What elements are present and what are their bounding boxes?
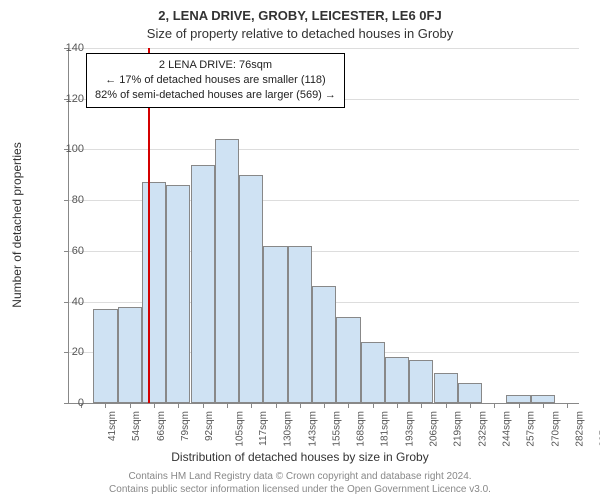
- x-tick-label: 232sqm: [477, 411, 488, 447]
- x-tick-label: 193sqm: [404, 411, 415, 447]
- title-address: 2, LENA DRIVE, GROBY, LEICESTER, LE6 0FJ: [0, 8, 600, 23]
- histogram-bar: [215, 139, 239, 403]
- x-tick: [178, 403, 179, 408]
- x-tick-label: 117sqm: [258, 411, 269, 446]
- y-tick-label: 20: [44, 346, 84, 358]
- x-tick-label: 219sqm: [453, 411, 464, 447]
- histogram-bar: [434, 373, 458, 403]
- annotation-line3: 82% of semi-detached houses are larger (…: [95, 88, 336, 103]
- chart-container: 2, LENA DRIVE, GROBY, LEICESTER, LE6 0FJ…: [0, 0, 600, 500]
- y-tick-label: 60: [44, 245, 84, 257]
- x-tick-label: 66sqm: [156, 411, 167, 441]
- histogram-bar: [458, 383, 482, 403]
- histogram-bar: [239, 175, 263, 403]
- x-tick: [324, 403, 325, 408]
- x-tick: [130, 403, 131, 408]
- histogram-bar: [312, 286, 336, 403]
- x-axis-label: Distribution of detached houses by size …: [0, 450, 600, 464]
- x-tick: [154, 403, 155, 408]
- x-tick: [276, 403, 277, 408]
- x-tick: [421, 403, 422, 408]
- x-tick-label: 54sqm: [131, 411, 142, 441]
- y-tick-label: 100: [44, 143, 84, 155]
- histogram-bar: [361, 342, 385, 403]
- gridline: [69, 149, 579, 150]
- histogram-bar: [531, 395, 555, 403]
- x-tick: [567, 403, 568, 408]
- x-tick: [105, 403, 106, 408]
- x-tick-label: 41sqm: [107, 411, 118, 441]
- x-tick-label: 92sqm: [204, 411, 215, 441]
- gridline: [69, 48, 579, 49]
- annotation-box: 2 LENA DRIVE: 76sqm← 17% of detached hou…: [86, 53, 345, 108]
- histogram-bar: [93, 309, 117, 403]
- histogram-bar: [385, 357, 409, 403]
- histogram-bar: [263, 246, 287, 403]
- x-tick-label: 130sqm: [283, 411, 294, 447]
- y-tick-label: 120: [44, 93, 84, 105]
- histogram-bar: [118, 307, 142, 403]
- histogram-bar: [166, 185, 190, 403]
- x-tick: [251, 403, 252, 408]
- x-tick: [397, 403, 398, 408]
- footer-attribution: Contains HM Land Registry data © Crown c…: [0, 471, 600, 496]
- x-tick-label: 270sqm: [550, 411, 561, 447]
- y-tick-label: 0: [44, 397, 84, 409]
- x-tick: [203, 403, 204, 408]
- x-tick: [543, 403, 544, 408]
- x-tick: [348, 403, 349, 408]
- x-tick-label: 206sqm: [429, 411, 440, 447]
- annotation-line2: ← 17% of detached houses are smaller (11…: [95, 73, 336, 88]
- title-subtitle: Size of property relative to detached ho…: [0, 26, 600, 41]
- x-tick-label: 168sqm: [356, 411, 367, 447]
- x-tick: [300, 403, 301, 408]
- x-tick-label: 282sqm: [574, 411, 585, 447]
- x-tick-label: 257sqm: [526, 411, 537, 447]
- y-axis-label: Number of detached properties: [10, 142, 24, 307]
- x-tick-label: 143sqm: [307, 411, 318, 447]
- histogram-bar: [288, 246, 312, 403]
- x-tick: [373, 403, 374, 408]
- footer-line2: Contains public sector information licen…: [0, 484, 600, 497]
- x-tick-label: 244sqm: [502, 411, 513, 447]
- footer-line1: Contains HM Land Registry data © Crown c…: [0, 471, 600, 484]
- x-tick-label: 181sqm: [380, 411, 391, 447]
- histogram-bar: [336, 317, 360, 403]
- x-tick-label: 79sqm: [180, 411, 191, 441]
- x-tick: [519, 403, 520, 408]
- histogram-bar: [142, 182, 166, 403]
- histogram-bar: [506, 395, 530, 403]
- y-tick-label: 40: [44, 296, 84, 308]
- y-tick-label: 140: [44, 42, 84, 54]
- histogram-bar: [409, 360, 433, 403]
- y-tick-label: 80: [44, 194, 84, 206]
- annotation-line1: 2 LENA DRIVE: 76sqm: [95, 58, 336, 73]
- x-tick: [494, 403, 495, 408]
- x-tick-label: 105sqm: [234, 411, 245, 447]
- histogram-bar: [191, 165, 215, 403]
- x-tick-label: 155sqm: [331, 411, 342, 447]
- x-tick: [446, 403, 447, 408]
- x-tick: [227, 403, 228, 408]
- x-tick: [470, 403, 471, 408]
